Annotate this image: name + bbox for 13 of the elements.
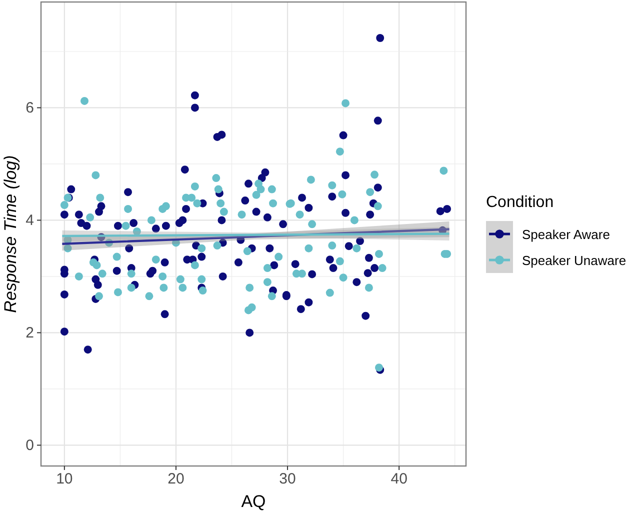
- legend-label: Speaker Aware: [522, 227, 610, 242]
- x-axis-title: AQ: [241, 492, 266, 511]
- x-tick-label: 20: [168, 470, 184, 488]
- legend-title: Condition: [486, 194, 554, 211]
- y-axis-title: Response Time (log): [1, 155, 20, 313]
- y-tick-label: 0: [26, 436, 34, 454]
- y-tick-label: 2: [26, 324, 34, 342]
- y-tick-label: 4: [26, 212, 34, 230]
- x-tick-label: 10: [56, 470, 73, 488]
- y-tick-label: 6: [26, 100, 34, 117]
- x-tick-label: 30: [279, 470, 296, 488]
- x-tick-label: 40: [390, 470, 408, 488]
- legend-label: Speaker Unaware: [522, 253, 626, 268]
